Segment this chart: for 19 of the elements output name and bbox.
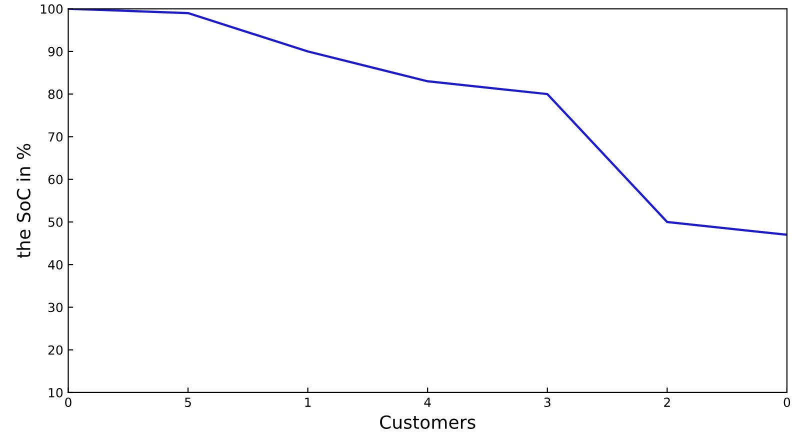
x-tick-label: 1	[305, 398, 311, 407]
y-tick-label: 70	[48, 132, 63, 142]
x-tick-label: 0	[65, 398, 72, 408]
y-tick-label: 10	[48, 388, 63, 398]
y-tick-label: 30	[48, 302, 63, 312]
x-axis-title: Customers	[380, 415, 476, 429]
x-tick-label: 5	[185, 398, 191, 408]
x-tick-label: 4	[424, 398, 431, 407]
y-tick-label: 80	[48, 90, 63, 100]
y-tick-label: 100	[40, 4, 63, 14]
x-tick-label: 0	[784, 398, 790, 408]
y-axis-title: the SoC in %	[16, 144, 30, 258]
y-tick-label: 50	[48, 217, 63, 227]
x-tick-label: 2	[664, 398, 670, 407]
x-tick-label: 3	[544, 398, 550, 408]
y-tick-label: 20	[48, 345, 63, 355]
y-tick-label: 90	[48, 46, 63, 56]
y-tick-label: 60	[48, 174, 63, 184]
y-tick-label: 40	[48, 260, 63, 270]
